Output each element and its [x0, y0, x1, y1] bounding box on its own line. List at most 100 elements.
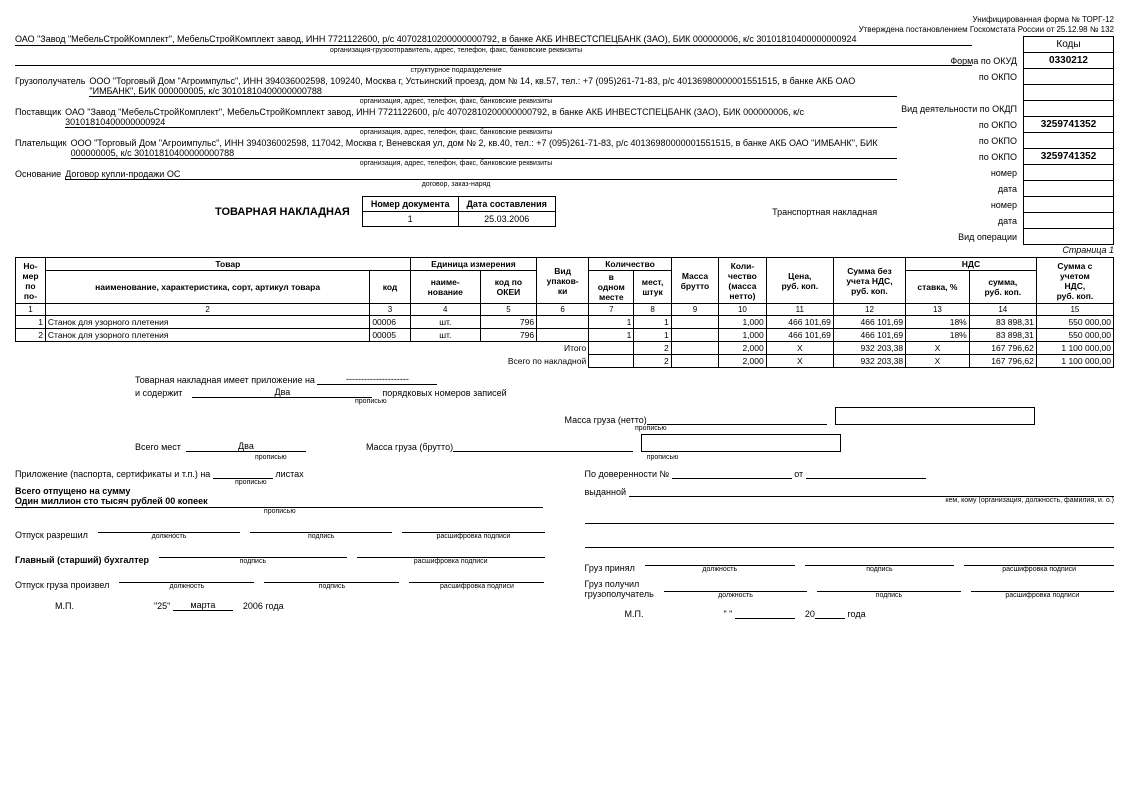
supplier-value: ОАО "Завод "МебельСтройКомплект", Мебель…: [65, 107, 897, 128]
th-netto: Коли- чество (масса нетто): [719, 258, 767, 304]
th-in-one: в одном месте: [589, 271, 634, 304]
okpo2-label: по ОКПО: [897, 117, 1023, 133]
blank-code-1: [1024, 85, 1114, 101]
transport-label: Транспортная накладная: [556, 207, 897, 217]
okud-value: 0330212: [1024, 53, 1114, 69]
ot-label: от: [794, 469, 803, 479]
struct-unit-sub: структурное подразделение: [15, 67, 974, 74]
consignee-sub: организация, адрес, телефон, факс, банко…: [15, 98, 974, 105]
date-blank: " ": [723, 609, 732, 619]
doc-num-header: Номер документа: [362, 197, 458, 212]
basis-label: Основание: [15, 169, 65, 180]
vid-op-value: [1024, 229, 1114, 245]
total-label: Всего отпущено на сумму: [15, 486, 545, 496]
consignee-value: ООО "Торговый Дом "Агроимпульс", ИНН 394…: [89, 76, 897, 97]
okpo1-label: по ОКПО: [897, 69, 1023, 85]
mass-netto-label: Масса груза (нетто): [565, 415, 647, 425]
th-num: Но- мер по по-: [16, 258, 46, 304]
th-mest: мест, штук: [634, 271, 671, 304]
form-note-2: Утверждена постановлением Госкомстата Ро…: [15, 25, 1114, 35]
app-label: Приложение (паспорта, сертификаты и т.п.…: [15, 469, 210, 479]
issued-label: выданной: [585, 487, 626, 497]
codes-header: Коды: [1024, 37, 1114, 53]
gruz-prinyal-label: Груз принял: [585, 563, 635, 573]
vsego-row: Всего по накладной 2 2,000 X 932 203,38 …: [16, 355, 1114, 368]
th-brutto: Масса брутто: [671, 258, 718, 304]
propis-3: прописью: [255, 454, 287, 461]
okdp-label: Вид деятельности по ОКДП: [897, 101, 1023, 117]
th-price: Цена, руб. коп.: [766, 258, 833, 304]
sender-sub: организация-грузоотправитель, адрес, тел…: [15, 47, 974, 54]
nomer-label-1: номер: [897, 165, 1023, 181]
goda-r: года: [847, 609, 865, 619]
col-num-row: 1 2 3 4 5 6 7 8 9 10 11 12 13 14 15: [16, 304, 1114, 316]
okud-label: Форма по ОКУД: [897, 53, 1023, 69]
okpo3-value: [1024, 133, 1114, 149]
table-row: 1Станок для узорного плетения00006шт.796…: [16, 316, 1114, 329]
doc-num-table: Номер документа Дата составления 1 25.03…: [362, 196, 556, 227]
th-sum-vat: Сумма с учетом НДС, руб. коп.: [1036, 258, 1113, 304]
nomer-value-2: [1024, 197, 1114, 213]
nomer-value-1: [1024, 165, 1114, 181]
sender-value: ОАО "Завод "МебельСтройКомплект", Мебель…: [15, 34, 972, 46]
issued-sub: кем, кому (организация, должность, фамил…: [585, 497, 1115, 504]
th-qty: Количество: [589, 258, 672, 271]
okpo1-value: [1024, 69, 1114, 85]
codes-box: Коды Форма по ОКУД0330212 по ОКПО Вид де…: [897, 36, 1114, 245]
date-day: "25": [154, 601, 170, 611]
th-unit-name: наиме- нование: [410, 271, 480, 304]
th-vat: НДС: [906, 258, 1037, 271]
mass-netto-box: [835, 407, 1035, 425]
doc-date-header: Дата составления: [458, 197, 555, 212]
mass-brutto-label: Масса груза (брутто): [366, 442, 453, 452]
th-kod: код: [370, 271, 410, 304]
th-vat-sum: сумма, руб. коп.: [969, 271, 1036, 304]
okpo4-label: по ОКПО: [897, 149, 1023, 165]
attach-value: ---------------------: [317, 374, 437, 385]
data-value-2: [1024, 213, 1114, 229]
chief-acc-label: Главный (старший) бухгалтер: [15, 555, 149, 565]
th-sum-novat: Сумма без учета НДС, руб. коп.: [833, 258, 905, 304]
okpo2-value: 3259741352: [1024, 117, 1114, 133]
payer-sub: организация, адрес, телефон, факс, банко…: [15, 160, 974, 167]
gruz-poluchil-label: Груз получил грузополучатель: [585, 579, 654, 599]
vid-op-label: Вид операции: [897, 229, 1023, 245]
doc-title: ТОВАРНАЯ НАКЛАДНАЯ: [215, 206, 350, 218]
app-suffix: листах: [275, 469, 303, 479]
basis-value: Договор купли-продажи ОС: [65, 169, 897, 180]
contains-suffix: порядковых номеров записей: [382, 388, 506, 398]
release-allowed-label: Отпуск разрешил: [15, 530, 88, 540]
year-suffix-l: года: [265, 601, 283, 611]
dov-label: По доверенности №: [585, 469, 670, 479]
payer-label: Плательщик: [15, 138, 71, 159]
contains-label: и содержит: [135, 388, 182, 398]
doc-date: 25.03.2006: [458, 212, 555, 227]
table-row: 2Станок для узорного плетения00005шт.796…: [16, 329, 1114, 342]
basis-sub: договор, заказ-наряд: [15, 181, 974, 188]
okdp-value: [1024, 101, 1114, 117]
mass-brutto-box: [641, 434, 841, 452]
doc-num: 1: [362, 212, 458, 227]
mp-right: М.П.: [625, 609, 644, 619]
th-okei: код по ОКЕИ: [480, 271, 536, 304]
date-month: марта: [173, 600, 233, 611]
date-year: 2006: [243, 601, 263, 611]
page-number: Страница 1: [15, 245, 1114, 255]
th-tovar: Товар: [45, 258, 410, 271]
propis-6: прописью: [15, 508, 545, 515]
okpo3-label: по ОКПО: [897, 133, 1023, 149]
propis-1: прописью: [355, 398, 1114, 405]
supplier-sub: организация, адрес, телефон, факс, банко…: [15, 129, 974, 136]
items-table: Но- мер по по- Товар Единица измерения В…: [15, 257, 1114, 368]
propis-2: прописью: [635, 425, 1114, 432]
data-value-1: [1024, 181, 1114, 197]
year-blank: 20: [805, 609, 815, 619]
th-unit: Единица измерения: [410, 258, 536, 271]
th-vid: Вид упаков- ки: [537, 258, 589, 304]
struct-unit-line: [15, 54, 972, 66]
data-label-2: дата: [897, 213, 1023, 229]
total-words: Один миллион сто тысяч рублей 00 копеек: [15, 496, 543, 508]
payer-value: ООО "Торговый Дом "Агроимпульс", ИНН 394…: [71, 138, 898, 159]
attach-label: Товарная накладная имеет приложение на: [135, 375, 315, 385]
mp-left: М.П.: [55, 601, 74, 611]
